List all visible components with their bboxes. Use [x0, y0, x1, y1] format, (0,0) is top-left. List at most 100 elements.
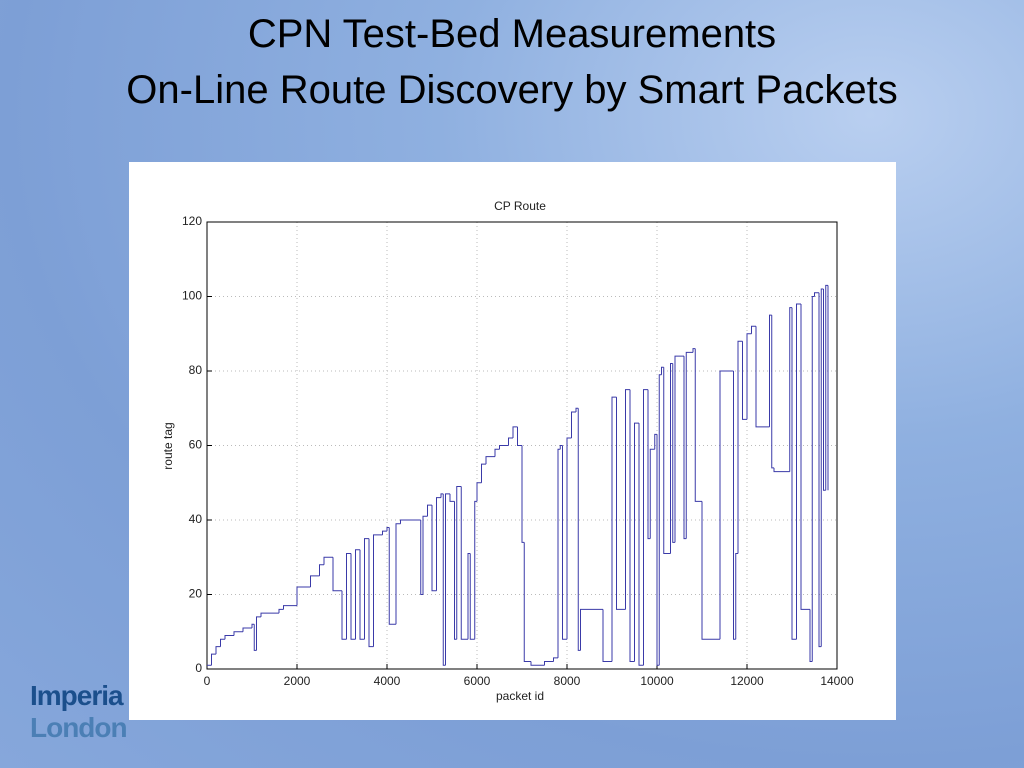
step-segment — [737, 340, 743, 554]
step-segment — [456, 485, 462, 640]
step-segment — [685, 351, 693, 539]
step-segment — [508, 437, 513, 446]
step-segment — [654, 433, 657, 450]
chart-title: CP Route — [494, 199, 546, 213]
step-segment — [431, 505, 437, 592]
step-segment — [323, 556, 333, 565]
x-tick-label: 4000 — [374, 674, 401, 688]
step-segment — [442, 493, 446, 666]
step-segment — [523, 542, 531, 663]
step-segment — [512, 426, 518, 439]
step-segment — [791, 307, 797, 640]
step-segment — [643, 389, 648, 666]
step-segment — [735, 553, 738, 640]
step-segment — [751, 325, 756, 334]
step-segment — [557, 448, 561, 658]
y-tick-label: 120 — [182, 214, 202, 228]
step-segment — [260, 612, 279, 617]
step-segment — [580, 608, 603, 651]
y-axis-label: route tag — [161, 422, 175, 469]
step-segment — [420, 520, 423, 595]
y-tick-label: 100 — [182, 289, 202, 303]
step-segment — [422, 515, 428, 595]
step-segment — [485, 456, 495, 465]
step-segment — [649, 448, 655, 539]
step-segment — [517, 426, 522, 446]
step-segment — [386, 526, 390, 532]
step-segment — [467, 553, 471, 640]
step-segment — [733, 371, 736, 640]
step-segment — [562, 445, 567, 640]
step-segment — [242, 627, 252, 632]
step-segment — [359, 549, 365, 640]
plot-frame — [206, 221, 838, 670]
step-segment — [460, 486, 468, 640]
chart-panel: CP Route packet id route tag 0 2000 4000 60… — [129, 162, 896, 720]
slide-subtitle: On-Line Route Discovery by Smart Packets — [126, 68, 898, 112]
x-tick-label: 14000 — [820, 674, 854, 688]
step-segment — [220, 638, 225, 647]
step-segment — [559, 445, 563, 450]
step-segment — [368, 538, 374, 648]
x-tick-label: 10000 — [640, 674, 674, 688]
step-segment — [575, 407, 579, 412]
step-segment — [638, 423, 644, 666]
step-segment — [499, 445, 509, 450]
step-segment — [355, 549, 360, 640]
step-segment — [746, 333, 752, 420]
step-segment — [364, 538, 369, 640]
step-segment — [474, 500, 477, 640]
step-segment — [440, 493, 444, 498]
step-segment — [701, 501, 720, 640]
step-segment — [742, 341, 747, 420]
step-segment — [278, 608, 284, 614]
step-segment — [616, 397, 626, 610]
step-segment — [820, 288, 824, 647]
y-tick-label: 60 — [189, 438, 203, 452]
step-segment — [769, 314, 772, 427]
step-segment — [658, 374, 662, 666]
y-tick-label: 20 — [189, 587, 203, 601]
step-segment — [436, 497, 441, 591]
step-segment — [449, 493, 455, 502]
step-segment — [211, 653, 216, 666]
x-tick-label: 8000 — [554, 674, 581, 688]
step-segment — [674, 355, 684, 543]
step-segment — [341, 590, 347, 640]
step-segment — [800, 303, 810, 610]
step-segment — [553, 657, 558, 662]
step-segment — [825, 284, 828, 491]
step-segment — [647, 389, 651, 540]
step-segment — [427, 504, 432, 517]
step-segment — [319, 564, 324, 576]
step-segment — [818, 292, 822, 648]
step-segment — [577, 408, 581, 651]
logo-text: London — [30, 712, 128, 743]
step-segment — [809, 609, 813, 663]
step-segment — [373, 534, 383, 647]
step-segment — [481, 463, 486, 483]
step-segment — [224, 634, 234, 640]
y-tick-label: 40 — [189, 512, 203, 526]
step-segment — [233, 631, 243, 636]
step-segment — [454, 501, 457, 640]
step-segment — [382, 530, 387, 535]
step-segment — [719, 370, 734, 640]
step-segment — [629, 389, 635, 663]
step-segment — [634, 422, 639, 662]
x-tick-label: 0 — [204, 674, 211, 688]
step-segment — [694, 348, 702, 502]
step-segment — [395, 523, 401, 625]
step-segment — [332, 557, 342, 592]
step-segment — [544, 661, 554, 666]
x-tick-label: 6000 — [464, 674, 491, 688]
step-segment — [215, 646, 221, 655]
step-segment — [755, 326, 770, 428]
logo-text: Imperia — [30, 680, 124, 711]
step-segment — [310, 575, 320, 588]
step-segment — [253, 624, 257, 651]
step-segment — [283, 605, 297, 610]
step-segment — [469, 553, 475, 640]
step-segment — [521, 445, 525, 543]
